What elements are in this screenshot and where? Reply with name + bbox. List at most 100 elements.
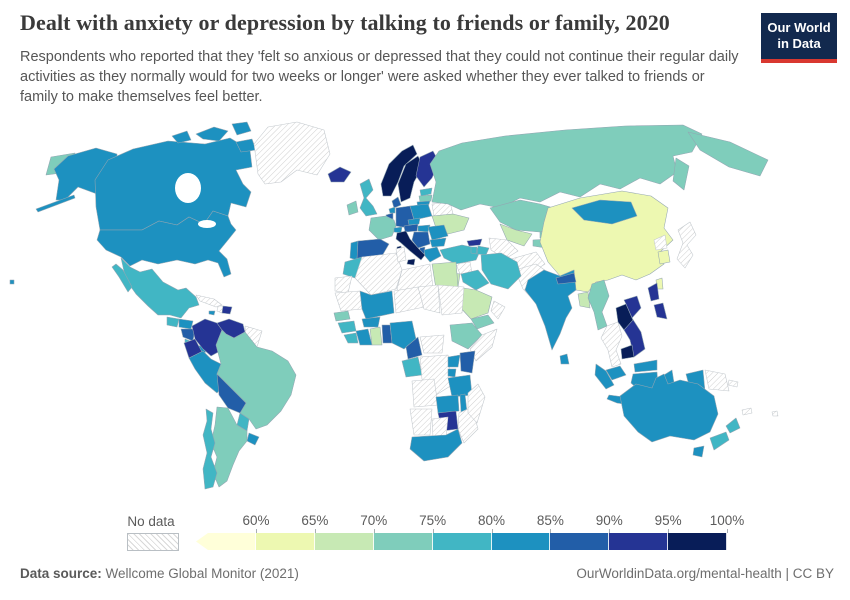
credit-link[interactable]: OurWorldinData.org/mental-health | CC BY: [576, 566, 834, 581]
country-russia-kamchatka[interactable]: [672, 157, 690, 191]
country-mongolia[interactable]: [571, 199, 638, 225]
country-burkina-faso[interactable]: [361, 316, 381, 328]
country-italy-sicily[interactable]: [406, 258, 416, 266]
country-vietnam[interactable]: [623, 295, 646, 358]
country-greece[interactable]: [423, 246, 442, 263]
country-jamaica[interactable]: [208, 310, 216, 316]
country-australia-tasmania[interactable]: [692, 445, 705, 458]
country-indonesia-sumatra[interactable]: [594, 363, 615, 390]
country-canada[interactable]: [94, 137, 253, 231]
country-chad[interactable]: [417, 284, 441, 314]
legend-no-data-swatch[interactable]: [127, 533, 179, 551]
country-canada-arctic1[interactable]: [195, 126, 229, 142]
country-uzbekistan[interactable]: [499, 223, 533, 247]
legend-bin-2[interactable]: [314, 533, 374, 550]
legend-bin-4[interactable]: [432, 533, 492, 550]
country-uganda[interactable]: [447, 354, 461, 368]
country-south-korea[interactable]: [657, 249, 671, 265]
country-ghana[interactable]: [369, 326, 383, 346]
country-namibia[interactable]: [409, 408, 433, 436]
country-cameroon[interactable]: [405, 336, 423, 360]
country-central-african-republic[interactable]: [419, 334, 445, 354]
country-bangladesh[interactable]: [577, 291, 591, 309]
country-italy[interactable]: [395, 230, 426, 261]
world-map[interactable]: [0, 112, 850, 514]
country-norway[interactable]: [380, 144, 418, 197]
country-cuba[interactable]: [195, 294, 223, 308]
country-balkans[interactable]: [411, 231, 431, 249]
country-honduras[interactable]: [178, 318, 194, 330]
country-uk[interactable]: [359, 178, 378, 217]
legend-bin-7[interactable]: [609, 533, 669, 550]
country-mexico[interactable]: [120, 257, 200, 319]
country-chile[interactable]: [202, 408, 218, 490]
country-denmark[interactable]: [391, 196, 402, 209]
country-malaysia-borneo[interactable]: [633, 359, 658, 373]
country-australia[interactable]: [619, 373, 719, 443]
country-madagascar[interactable]: [467, 383, 486, 424]
country-tunisia[interactable]: [395, 246, 407, 263]
country-armenia[interactable]: [470, 246, 478, 255]
country-solomon-islands[interactable]: [727, 379, 739, 388]
country-ethiopia[interactable]: [449, 322, 483, 350]
country-kenya[interactable]: [459, 350, 476, 374]
country-oman[interactable]: [490, 300, 506, 320]
country-ireland[interactable]: [346, 200, 359, 216]
country-canada-arctic2[interactable]: [231, 121, 252, 136]
country-philippines-mindanao[interactable]: [653, 302, 668, 320]
country-canada-arctic3[interactable]: [171, 130, 192, 144]
country-angola[interactable]: [411, 378, 439, 408]
country-papua-new-guinea[interactable]: [704, 369, 730, 392]
country-czechia[interactable]: [407, 217, 421, 226]
country-ivory-coast[interactable]: [355, 328, 373, 346]
country-latvia[interactable]: [418, 194, 433, 203]
legend-bin-0[interactable]: [196, 533, 256, 550]
country-new-caledonia[interactable]: [741, 407, 753, 416]
country-philippines-luzon[interactable]: [647, 282, 660, 302]
country-azerbaijan[interactable]: [476, 245, 490, 256]
country-new-zealand-south[interactable]: [709, 431, 730, 451]
country-bulgaria[interactable]: [429, 237, 447, 248]
country-turkmenistan[interactable]: [488, 237, 519, 260]
country-thailand[interactable]: [600, 321, 623, 368]
country-mauritania[interactable]: [334, 290, 363, 312]
country-india[interactable]: [524, 269, 577, 351]
country-china[interactable]: [539, 190, 674, 293]
country-sudan[interactable]: [437, 284, 465, 316]
country-portugal[interactable]: [349, 240, 359, 261]
country-sierra-leone[interactable]: [343, 332, 359, 344]
country-nepal[interactable]: [555, 272, 577, 285]
country-bolivia[interactable]: [216, 373, 247, 414]
country-france[interactable]: [368, 215, 397, 241]
country-romania[interactable]: [427, 224, 449, 241]
country-guatemala[interactable]: [166, 316, 180, 328]
country-guinea[interactable]: [337, 320, 357, 334]
country-fiji[interactable]: [771, 410, 779, 417]
country-mexico-baja[interactable]: [111, 263, 133, 293]
country-usa-hawaii[interactable]: [9, 279, 15, 285]
country-mali[interactable]: [359, 290, 395, 320]
country-western-sahara[interactable]: [334, 275, 353, 294]
country-south-africa[interactable]: [409, 428, 463, 462]
country-japan[interactable]: [676, 221, 697, 269]
country-usa[interactable]: [96, 210, 237, 278]
country-somalia[interactable]: [469, 328, 498, 362]
country-russia[interactable]: [429, 124, 703, 211]
country-cambodia[interactable]: [620, 344, 635, 360]
country-greenland[interactable]: [253, 121, 331, 185]
legend-bin-6[interactable]: [550, 533, 610, 550]
country-gabon-congo[interactable]: [401, 356, 423, 378]
country-algeria[interactable]: [354, 252, 403, 296]
country-north-korea[interactable]: [653, 234, 668, 251]
legend-bar[interactable]: [196, 533, 727, 550]
country-russia-far-east[interactable]: [687, 131, 769, 177]
country-malaysia[interactable]: [605, 365, 627, 381]
legend-bin-8[interactable]: [668, 533, 727, 550]
owid-logo[interactable]: Our World in Data: [761, 13, 837, 63]
country-zambia[interactable]: [435, 394, 460, 414]
country-sri-lanka[interactable]: [559, 353, 570, 365]
country-iraq[interactable]: [460, 269, 490, 291]
legend-bin-3[interactable]: [373, 533, 433, 550]
country-rwanda-burundi[interactable]: [447, 368, 457, 378]
legend-bin-1[interactable]: [256, 533, 315, 550]
